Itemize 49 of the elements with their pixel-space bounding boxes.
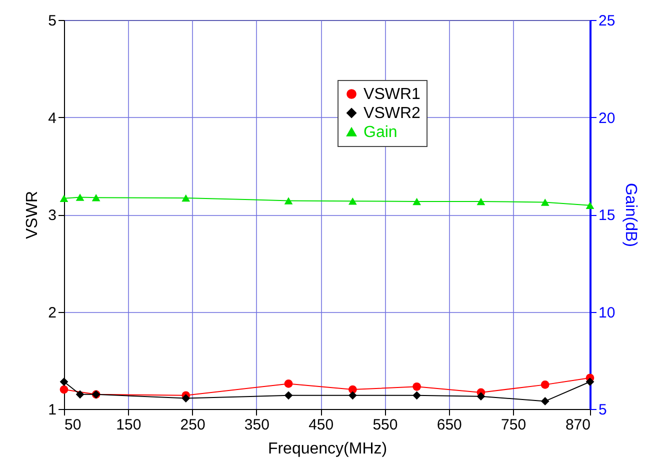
point <box>586 378 594 386</box>
legend-label: VSWR1 <box>364 86 421 103</box>
x-tick-label: 870 <box>565 416 590 434</box>
point <box>412 382 421 391</box>
y2-tick-label: 10 <box>598 304 616 322</box>
point <box>60 378 68 386</box>
point <box>412 391 421 400</box>
point <box>284 380 293 388</box>
y-tick-label: 2 <box>48 304 56 322</box>
y-tick-label: 4 <box>48 110 56 127</box>
point <box>348 197 357 205</box>
point <box>284 391 293 400</box>
point <box>284 197 293 204</box>
point <box>412 198 421 206</box>
point <box>476 198 486 206</box>
x-tick-label: 50 <box>64 416 82 434</box>
y2-tick-label: 15 <box>598 207 616 224</box>
point <box>540 397 550 406</box>
point <box>92 194 100 202</box>
x-axis-title: Frequency(MHz) <box>268 440 388 458</box>
y2-tick-label: 25 <box>598 12 616 30</box>
point <box>586 202 594 209</box>
y2-tick-label: 5 <box>598 402 607 418</box>
x-tick-label: 250 <box>180 416 206 434</box>
point <box>476 392 486 401</box>
y2-tick-label: 20 <box>598 110 616 127</box>
y-tick-label: 5 <box>48 12 56 30</box>
y2-axis-title: Gain(dB) <box>622 182 640 248</box>
legend-label: Gain <box>364 124 398 141</box>
point <box>348 385 357 394</box>
x-tick-label: 650 <box>436 416 462 434</box>
point <box>76 194 84 201</box>
x-tick-label: 750 <box>501 416 526 434</box>
x-tick-label: 550 <box>372 416 398 434</box>
point <box>182 194 190 202</box>
x-tick-label: 350 <box>244 416 270 434</box>
legend-label: VSWR2 <box>364 105 421 122</box>
y-tick-label: 1 <box>48 402 56 418</box>
point <box>540 380 550 389</box>
y-tick-label: 3 <box>48 207 56 224</box>
x-tick-label: 450 <box>308 416 334 434</box>
y-axis-title: VSWR <box>24 191 42 239</box>
point <box>348 391 357 400</box>
point <box>182 394 190 402</box>
point <box>60 194 68 202</box>
point <box>76 390 84 399</box>
point <box>60 385 68 394</box>
x-tick-label: 150 <box>116 416 142 434</box>
point <box>540 198 550 206</box>
